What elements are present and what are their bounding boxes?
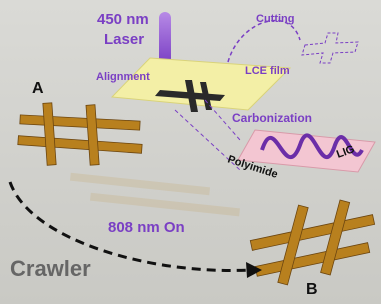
laser-wavelength: 450 nm xyxy=(97,11,149,28)
lce-film-label: LCE film xyxy=(245,65,290,77)
laser-beam xyxy=(159,12,171,64)
carbonization-label: Carbonization xyxy=(232,111,312,125)
state-a-label: A xyxy=(32,80,44,97)
laser-label: Laser xyxy=(104,31,144,48)
crawler-label: Crawler xyxy=(10,256,91,281)
irradiation-label: 808 nm On xyxy=(108,219,185,236)
alignment-label: Alignment xyxy=(96,71,150,83)
figure: 450 nm Laser LCE film Alignment Cutting … xyxy=(0,0,381,304)
cutting-label: Cutting xyxy=(256,13,294,25)
state-b-label: B xyxy=(306,281,318,298)
